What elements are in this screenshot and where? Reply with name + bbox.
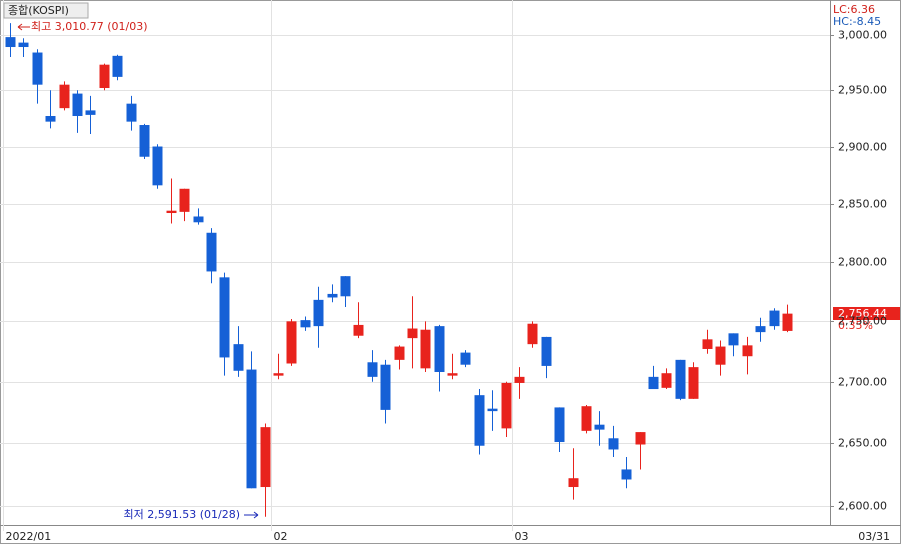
body bbox=[541, 336, 552, 366]
last-price: 2,756.44 bbox=[838, 307, 887, 320]
body bbox=[742, 345, 753, 357]
body bbox=[702, 339, 713, 349]
body bbox=[728, 333, 739, 346]
grid bbox=[0, 0, 834, 531]
body bbox=[233, 344, 244, 371]
body bbox=[59, 84, 70, 109]
body bbox=[394, 346, 405, 360]
title-box bbox=[3, 2, 89, 19]
y-tick-label: 2,650.00 bbox=[838, 437, 887, 450]
body bbox=[688, 367, 699, 399]
body bbox=[527, 323, 538, 345]
y-tick-label: 2,600.00 bbox=[838, 500, 887, 513]
body bbox=[313, 299, 324, 327]
body bbox=[635, 432, 646, 445]
body bbox=[260, 427, 271, 488]
y-tick-label: 2,700.00 bbox=[838, 376, 887, 389]
body bbox=[166, 210, 177, 214]
body bbox=[5, 37, 16, 48]
body bbox=[407, 328, 418, 339]
body bbox=[568, 478, 579, 488]
body bbox=[18, 42, 29, 48]
body bbox=[434, 326, 445, 372]
chart-title: 종합(KOSPI) bbox=[8, 4, 69, 17]
x-tick-label: 03 bbox=[515, 530, 529, 543]
body bbox=[327, 293, 338, 298]
body bbox=[755, 326, 766, 333]
body bbox=[621, 469, 632, 480]
body bbox=[85, 110, 96, 115]
high-annotation: 최고 3,010.77 (01/03) bbox=[31, 20, 148, 33]
body bbox=[420, 329, 431, 369]
body bbox=[594, 424, 605, 430]
x-tick-label: 2022/01 bbox=[6, 530, 52, 543]
body bbox=[581, 406, 592, 431]
body bbox=[474, 395, 485, 446]
indicator: HC:-8.45 bbox=[833, 15, 881, 28]
body bbox=[501, 382, 512, 429]
candles bbox=[5, 23, 793, 517]
body bbox=[99, 64, 110, 89]
indicator: LC:6.36 bbox=[833, 3, 875, 16]
body bbox=[219, 277, 230, 358]
body bbox=[648, 376, 659, 390]
body bbox=[152, 146, 163, 186]
y-tick-label: 2,800.00 bbox=[838, 256, 887, 269]
body bbox=[447, 373, 458, 376]
last-price-box bbox=[833, 307, 900, 320]
body bbox=[367, 362, 378, 377]
body bbox=[139, 125, 150, 157]
body bbox=[206, 232, 217, 272]
x-tick-label: 02 bbox=[274, 530, 288, 543]
body bbox=[661, 373, 672, 388]
y-tick-label: 2,850.00 bbox=[838, 198, 887, 211]
body bbox=[300, 320, 311, 328]
body bbox=[246, 369, 257, 489]
low-annotation: 최저 2,591.53 (01/28) bbox=[123, 508, 240, 521]
y-tick-label: 2,750.00 bbox=[838, 315, 887, 328]
high-arrow bbox=[17, 23, 30, 31]
body bbox=[514, 376, 525, 383]
change: 0.35% bbox=[838, 319, 873, 332]
last-date: 03/31 bbox=[858, 530, 890, 543]
body bbox=[769, 310, 780, 327]
body bbox=[353, 324, 364, 336]
body bbox=[32, 52, 43, 85]
low-arrow bbox=[244, 511, 259, 519]
body bbox=[782, 313, 793, 331]
body bbox=[715, 346, 726, 365]
body bbox=[126, 103, 137, 122]
body bbox=[193, 216, 204, 223]
body bbox=[286, 321, 297, 364]
y-tick-label: 2,950.00 bbox=[838, 84, 887, 97]
body bbox=[273, 373, 284, 376]
body bbox=[380, 364, 391, 410]
body bbox=[340, 276, 351, 297]
body bbox=[608, 438, 619, 450]
body bbox=[487, 408, 498, 412]
body bbox=[45, 116, 56, 122]
y-tick-label: 3,000.00 bbox=[838, 29, 887, 42]
body bbox=[112, 55, 123, 77]
body bbox=[460, 352, 471, 365]
body bbox=[554, 407, 565, 443]
body bbox=[72, 93, 83, 117]
y-tick-label: 2,900.00 bbox=[838, 141, 887, 154]
body bbox=[179, 188, 190, 212]
body bbox=[675, 359, 686, 399]
